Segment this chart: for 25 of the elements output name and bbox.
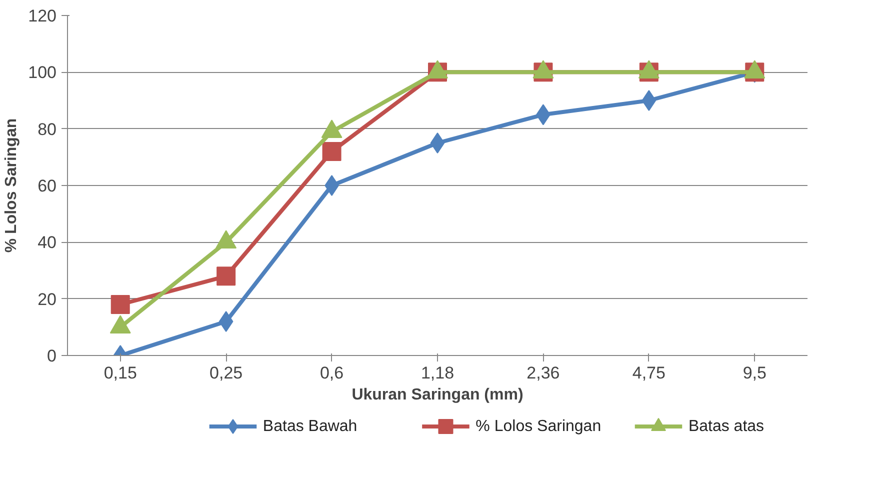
y-tick-label: 0 xyxy=(47,346,57,366)
y-axis-title: % Lolos Saringan xyxy=(3,118,20,253)
point xyxy=(110,295,130,314)
y-tick-label: 20 xyxy=(38,290,57,309)
x-tick-label: 1,18 xyxy=(420,364,454,382)
y-tick-label: 80 xyxy=(38,120,57,139)
x-tick-label: 0,6 xyxy=(320,364,344,382)
y-tick-label: 60 xyxy=(38,176,57,196)
x-axis-title: Ukuran Saringan (mm) xyxy=(352,386,524,404)
x-tick-label: 9,5 xyxy=(742,364,766,382)
y-tick-label: 100 xyxy=(28,63,57,82)
x-tick-label: 0,15 xyxy=(104,364,137,382)
point xyxy=(430,132,445,154)
legend-label: Batas atas xyxy=(688,418,764,435)
x-tick-label: 0,25 xyxy=(210,364,243,382)
point xyxy=(218,311,234,332)
y-tick-label: 40 xyxy=(38,233,57,252)
legend-label: % Lolos Saringan xyxy=(476,418,602,435)
point xyxy=(216,266,236,286)
legend-label: Batas Bawah xyxy=(262,418,358,435)
point xyxy=(642,90,656,111)
x-tick-label: 4,75 xyxy=(632,364,666,382)
point xyxy=(322,142,342,161)
y-tick-label: 120 xyxy=(28,6,57,26)
x-tick-label: 2,36 xyxy=(526,364,560,382)
